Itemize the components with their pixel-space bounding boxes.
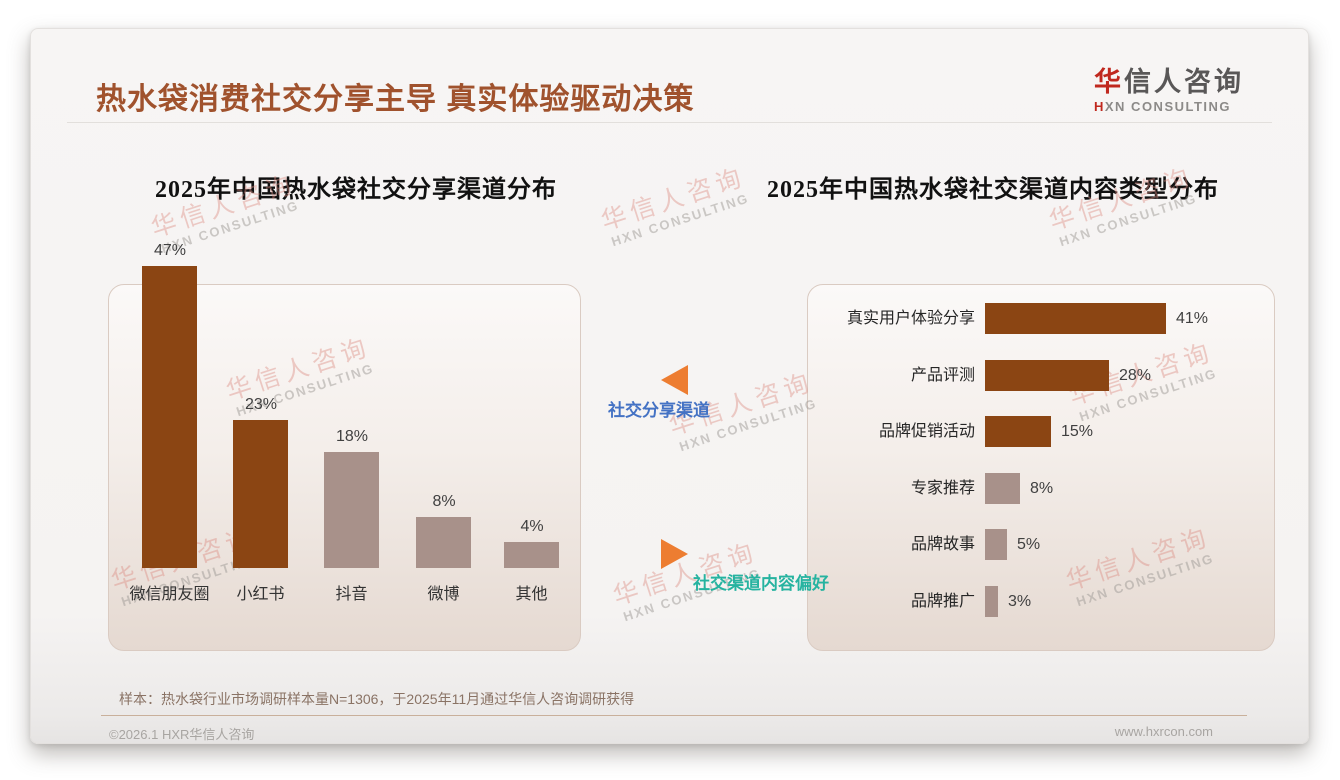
left-chart-panel — [108, 284, 581, 651]
watermark-line1: 华信人咨询 — [597, 162, 750, 236]
logo-en-text: HXN CONSULTING — [1094, 99, 1244, 114]
footer-divider — [101, 715, 1247, 716]
watermark: 华信人咨询 HXN CONSULTING — [597, 162, 754, 250]
footer-website: www.hxrcon.com — [1114, 724, 1213, 739]
vbar-value-label: 47% — [153, 242, 187, 259]
arrow-left-icon — [661, 365, 688, 395]
logo-zh-accent: 华 — [1094, 67, 1124, 97]
logo-zh-rest: 信人咨询 — [1124, 67, 1244, 97]
bottom-annotation-label: 社交渠道内容偏好 — [693, 574, 829, 593]
top-annotation-label: 社交分享渠道 — [608, 401, 710, 420]
page-title: 热水袋消费社交分享主导 真实体验驱动决策 — [96, 83, 695, 116]
right-chart-panel — [807, 284, 1275, 651]
sample-footnote: 样本：热水袋行业市场调研样本量N=1306，于2025年11月通过华信人咨询调研… — [119, 691, 635, 707]
right-chart-title: 2025年中国热水袋社交渠道内容类型分布 — [767, 177, 1219, 203]
slide-card: 热水袋消费社交分享主导 真实体验驱动决策 华信人咨询 HXN CONSULTIN… — [30, 28, 1309, 744]
watermark-line2: HXN CONSULTING — [609, 190, 751, 250]
header-divider — [67, 122, 1272, 123]
logo-en-accent: H — [1094, 99, 1105, 114]
logo-zh-text: 华信人咨询 — [1094, 67, 1244, 97]
logo-en-rest: XN CONSULTING — [1104, 99, 1232, 114]
left-chart-title: 2025年中国热水袋社交分享渠道分布 — [155, 177, 557, 203]
footer-copyright: ©2026.1 HXR华信人咨询 — [109, 727, 255, 742]
watermark-line2: HXN CONSULTING — [159, 197, 301, 257]
arrow-right-icon — [661, 539, 688, 569]
company-logo: 华信人咨询 HXN CONSULTING — [1094, 67, 1244, 114]
